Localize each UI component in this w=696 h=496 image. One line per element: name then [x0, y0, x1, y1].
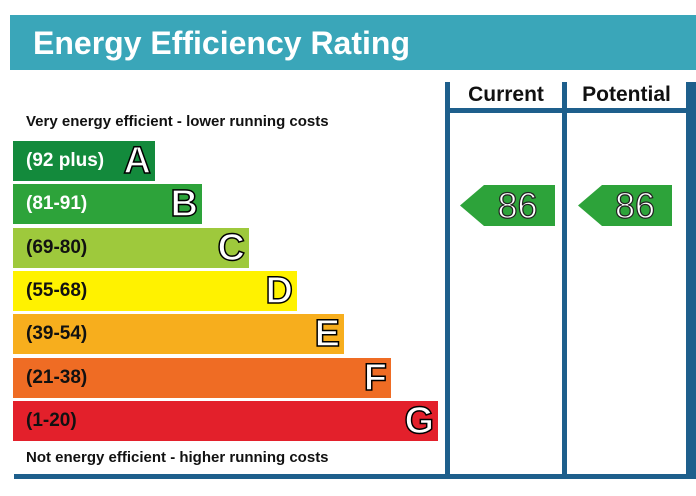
band-letter: A [123, 140, 152, 182]
band-f: (21-38) F [13, 357, 391, 399]
note-efficient: Very energy efficient - lower running co… [26, 113, 329, 130]
header-bar: Energy Efficiency Rating [10, 15, 696, 70]
potential-rating-arrow: 86 [578, 184, 672, 227]
band-letter: C [217, 227, 246, 269]
band-letter: E [314, 313, 341, 355]
band-range: (21-38) [26, 367, 88, 388]
band-a: (92 plus) A [13, 140, 155, 182]
band-range: (39-54) [26, 323, 88, 344]
divider-left [445, 82, 450, 476]
band-letter: G [404, 400, 435, 442]
potential-rating-value: 86 [614, 184, 656, 226]
arrow-shape [578, 185, 672, 226]
divider-middle [562, 82, 567, 476]
band-range: (1-20) [26, 410, 77, 431]
band-range: (81-91) [26, 193, 88, 214]
page-title: Energy Efficiency Rating [33, 25, 410, 61]
band-e: (39-54) E [13, 313, 344, 355]
arrow-shape [460, 185, 555, 226]
band-letter: F [363, 357, 388, 399]
band-g: (1-20) G [13, 400, 438, 442]
band-letter: B [170, 183, 199, 225]
band-range: (69-80) [26, 237, 88, 258]
note-inefficient: Not energy efficient - higher running co… [26, 449, 329, 466]
current-rating-arrow: 86 [460, 184, 555, 227]
bottom-divider [14, 474, 696, 479]
band-range: (92 plus) [26, 150, 105, 171]
band-d: (55-68) D [13, 270, 297, 312]
divider-right [686, 82, 696, 476]
band-range: (55-68) [26, 280, 88, 301]
band-c: (69-80) C [13, 227, 249, 269]
current-rating-value: 86 [497, 184, 538, 226]
header-divider [445, 108, 696, 113]
band-b: (81-91) B [13, 183, 202, 225]
band-letter: D [265, 270, 294, 312]
column-header-current: Current [468, 83, 544, 106]
column-header-potential: Potential [582, 83, 671, 106]
